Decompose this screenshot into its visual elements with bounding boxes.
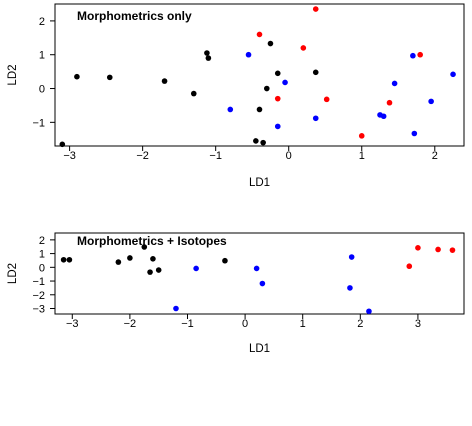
data-point (141, 244, 148, 250)
x-tick-label: −2 (124, 318, 137, 330)
data-point (205, 55, 212, 61)
data-point (115, 259, 122, 265)
data-point (417, 51, 423, 58)
data-point (449, 247, 456, 253)
data-point (274, 123, 281, 130)
data-point (410, 52, 416, 59)
series-1 (59, 40, 319, 148)
data-point (259, 280, 266, 287)
series-3 (256, 6, 423, 139)
data-point (222, 257, 228, 264)
y-tick-label: −1 (32, 276, 45, 288)
data-point (274, 95, 281, 102)
chart-title: Morphometrics only (77, 9, 192, 23)
y-tick-label: 0 (39, 262, 45, 274)
data-point (253, 138, 259, 144)
data-point (190, 90, 197, 97)
data-point (260, 139, 266, 146)
data-point (147, 269, 153, 275)
y-tick-label: −1 (32, 117, 45, 129)
x-tick-label: −1 (181, 318, 194, 330)
data-point (380, 113, 387, 120)
data-point (282, 79, 288, 86)
data-point (245, 51, 252, 58)
x-tick-label: 1 (359, 150, 365, 162)
data-point (386, 99, 393, 106)
data-point (256, 106, 263, 113)
data-point (300, 45, 307, 51)
data-point (106, 74, 113, 81)
data-point (253, 265, 260, 272)
x-tick-label: −3 (66, 318, 79, 330)
data-point (59, 141, 66, 148)
data-point (428, 98, 434, 105)
data-point (227, 106, 234, 113)
chart-title: Morphometrics + Isotopes (77, 234, 227, 248)
series-2 (173, 254, 372, 315)
x-axis-label: LD1 (249, 343, 270, 355)
x-tick-label: −1 (209, 150, 222, 162)
data-point (391, 80, 398, 87)
data-point (415, 245, 421, 251)
data-point (267, 40, 274, 47)
data-point (358, 133, 365, 139)
y-tick-label: 1 (39, 249, 45, 261)
y-tick-label: 2 (39, 235, 45, 247)
data-point (193, 265, 199, 272)
data-point (66, 256, 73, 263)
y-axis-label: LD2 (7, 64, 19, 85)
x-tick-label: 0 (286, 150, 292, 162)
series-2 (227, 51, 456, 137)
data-point (312, 6, 319, 12)
data-point (312, 115, 319, 122)
plot-frame (54, 232, 465, 315)
data-point (406, 263, 413, 270)
data-point (155, 267, 162, 273)
y-tick-label: −3 (32, 304, 45, 316)
data-point (435, 246, 441, 253)
y-tick-label: 0 (39, 84, 45, 96)
data-point (256, 31, 263, 38)
data-point (60, 256, 67, 263)
data-point (74, 73, 80, 80)
data-point (348, 254, 355, 260)
x-tick-label: 3 (415, 318, 421, 330)
y-axis-label: LD2 (7, 263, 19, 284)
x-tick-label: −2 (136, 150, 149, 162)
x-tick-label: 1 (300, 318, 306, 330)
data-point (274, 70, 281, 77)
data-point (150, 256, 156, 262)
data-point (264, 85, 270, 92)
series-3 (406, 245, 456, 270)
data-point (366, 308, 372, 315)
series-1 (60, 244, 228, 275)
data-point (323, 96, 330, 103)
x-tick-label: 0 (242, 318, 248, 330)
x-tick-label: 2 (432, 150, 438, 162)
plot-frame (54, 3, 465, 147)
data-point (173, 305, 179, 312)
y-tick-label: −2 (32, 290, 45, 302)
data-point (204, 50, 210, 56)
data-point (411, 130, 418, 137)
data-point (347, 285, 353, 291)
y-tick-label: 1 (39, 50, 45, 62)
data-point (127, 255, 133, 261)
x-tick-label: 2 (357, 318, 363, 330)
x-tick-label: −3 (63, 150, 76, 162)
y-tick-label: 2 (39, 16, 45, 28)
chart-panel-1: −3 −2 −1 0 1 2 −1 0 1 2 LD1 LD2 Morphometrics only (7, 3, 465, 189)
data-point (312, 69, 319, 76)
data-point (161, 78, 168, 84)
data-point (450, 71, 456, 78)
x-axis-label: LD1 (249, 177, 270, 189)
